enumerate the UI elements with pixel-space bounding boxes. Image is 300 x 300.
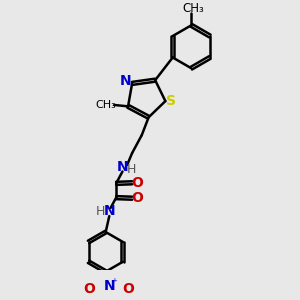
Text: O: O	[83, 282, 95, 296]
Text: ⁺: ⁺	[112, 278, 117, 288]
Text: N: N	[120, 74, 132, 88]
Text: N: N	[117, 160, 128, 174]
Text: CH₃: CH₃	[95, 100, 116, 110]
Text: H: H	[127, 163, 136, 176]
Text: O: O	[131, 191, 143, 205]
Text: CH₃: CH₃	[182, 2, 204, 15]
Text: H: H	[95, 206, 105, 218]
Text: S: S	[166, 94, 176, 108]
Text: N: N	[103, 204, 115, 218]
Text: N: N	[104, 279, 116, 293]
Text: O: O	[122, 282, 134, 296]
Text: O: O	[131, 176, 143, 190]
Text: ⁻: ⁻	[85, 289, 92, 300]
